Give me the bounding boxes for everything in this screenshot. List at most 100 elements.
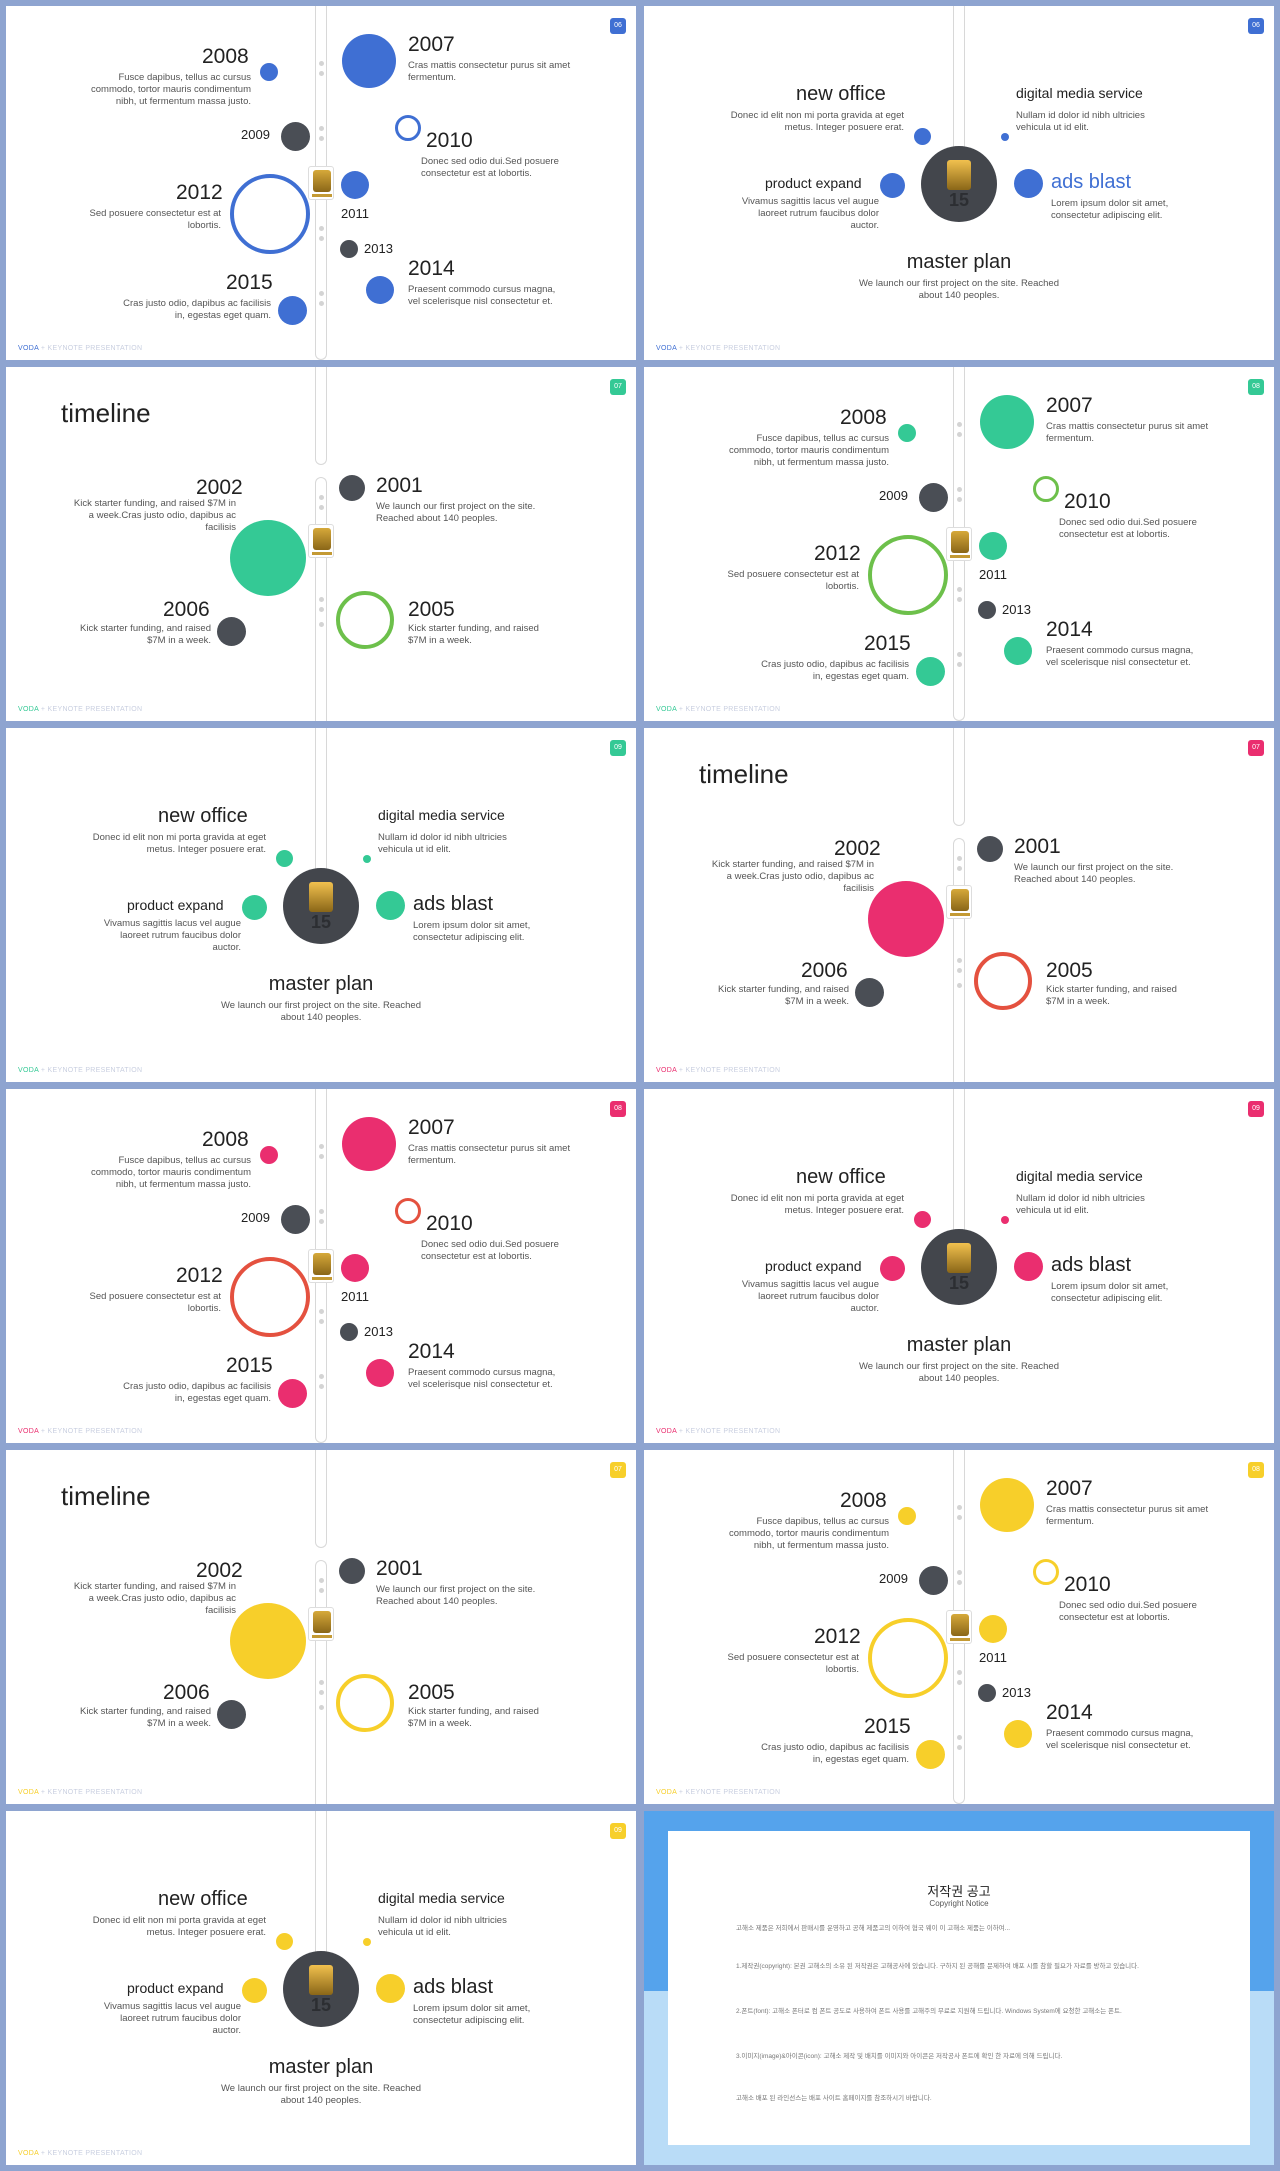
slide-hub[interactable]: 15 new office Donec id elit non mi porta… <box>6 728 636 1082</box>
year-2009: 2009 <box>241 127 270 142</box>
node-ads-blast[interactable] <box>376 891 405 920</box>
marker-2009[interactable] <box>919 483 948 512</box>
hub-center[interactable]: 15 <box>283 868 359 944</box>
marker-2005[interactable] <box>336 591 394 649</box>
hub-track <box>953 6 965 154</box>
heading-product-expand: product expand <box>127 897 224 913</box>
hub-center[interactable]: 15 <box>283 1951 359 2027</box>
node-digital-media[interactable] <box>363 855 371 863</box>
marker-2014[interactable] <box>1004 637 1032 665</box>
marker-2009[interactable] <box>919 1566 948 1595</box>
hub-center[interactable]: 15 <box>921 1229 997 1305</box>
marker-2015[interactable] <box>916 1740 945 1769</box>
slide-hub[interactable]: 15 new office Donec id elit non mi porta… <box>644 6 1274 360</box>
hub-center[interactable]: 15 <box>921 146 997 222</box>
slide-hub[interactable]: 15 new office Donec id elit non mi porta… <box>6 1811 636 2165</box>
marker-2015[interactable] <box>916 657 945 686</box>
marker-2008[interactable] <box>898 424 916 442</box>
marker-2013[interactable] <box>340 1323 358 1341</box>
node-ads-blast[interactable] <box>1014 169 1043 198</box>
marker-2008[interactable] <box>260 63 278 81</box>
year-2015: 2015 <box>864 632 911 655</box>
marker-2006[interactable] <box>855 978 884 1007</box>
node-product-expand[interactable] <box>880 173 905 198</box>
marker-2010[interactable] <box>1033 476 1059 502</box>
marker-2002[interactable] <box>230 520 306 596</box>
node-digital-media[interactable] <box>1001 133 1009 141</box>
slide-timeline-funding[interactable]: timeline 2002 Kick starter funding, and … <box>644 728 1274 1082</box>
marker-2007[interactable] <box>980 1478 1034 1532</box>
desc-master-plan: We launch our first project on the site.… <box>221 2083 421 2106</box>
year-2013: 2013 <box>1002 1685 1031 1700</box>
desc-2010: Donec sed odio dui.Sed posuere consectet… <box>1059 517 1197 540</box>
marker-2012[interactable] <box>868 1618 948 1698</box>
marker-2014[interactable] <box>366 1359 394 1387</box>
marker-2001[interactable] <box>977 836 1003 862</box>
marker-2010[interactable] <box>395 115 421 141</box>
slide-timeline-years[interactable]: 2008 Fusce dapibus, tellus ac cursus com… <box>6 6 636 360</box>
marker-2005[interactable] <box>336 1674 394 1732</box>
marker-2013[interactable] <box>978 1684 996 1702</box>
slide-timeline-funding[interactable]: timeline 2002 Kick starter funding, and … <box>6 1450 636 1804</box>
marker-2001[interactable] <box>339 475 365 501</box>
node-product-expand[interactable] <box>242 895 267 920</box>
heading-master-plan: master plan <box>906 251 1012 273</box>
node-new-office[interactable] <box>276 850 293 867</box>
marker-2010[interactable] <box>1033 1559 1059 1585</box>
slide-timeline-years[interactable]: 2008 Fusce dapibus, tellus ac cursus com… <box>644 367 1274 721</box>
marker-2008[interactable] <box>260 1146 278 1164</box>
marker-2011[interactable] <box>979 1615 1007 1643</box>
slide-copyright-notice[interactable]: 저작권 공고 Copyright Notice 고해소 제품은 저희에서 판매시… <box>644 1811 1274 2165</box>
marker-2007[interactable] <box>980 395 1034 449</box>
node-new-office[interactable] <box>914 128 931 145</box>
marker-2013[interactable] <box>340 240 358 258</box>
marker-2006[interactable] <box>217 1700 246 1729</box>
marker-2012[interactable] <box>230 1257 310 1337</box>
marker-2012[interactable] <box>868 535 948 615</box>
slide-number: 06 <box>1248 18 1264 34</box>
marker-2015[interactable] <box>278 296 307 325</box>
slide-hub[interactable]: 15 new office Donec id elit non mi porta… <box>644 1089 1274 1443</box>
node-product-expand[interactable] <box>880 1256 905 1281</box>
marker-2013[interactable] <box>978 601 996 619</box>
desc-2008: Fusce dapibus, tellus ac cursus commodo,… <box>91 1155 251 1190</box>
node-new-office[interactable] <box>914 1211 931 1228</box>
desc-digital-media: Nullam id dolor id nibh ultricies vehicu… <box>1016 1193 1145 1216</box>
footer: VODA + KEYNOTE PRESENTATION <box>18 2150 143 2157</box>
marker-2009[interactable] <box>281 1205 310 1234</box>
marker-2006[interactable] <box>217 617 246 646</box>
marker-2014[interactable] <box>366 276 394 304</box>
marker-2002[interactable] <box>868 881 944 957</box>
node-digital-media[interactable] <box>363 1938 371 1946</box>
node-product-expand[interactable] <box>242 1978 267 2003</box>
marker-2009[interactable] <box>281 122 310 151</box>
marker-2007[interactable] <box>342 1117 396 1171</box>
marker-2014[interactable] <box>1004 1720 1032 1748</box>
marker-2008[interactable] <box>898 1507 916 1525</box>
slide-timeline-funding[interactable]: timeline 2002 Kick starter funding, and … <box>6 367 636 721</box>
node-new-office[interactable] <box>276 1933 293 1950</box>
node-ads-blast[interactable] <box>376 1974 405 2003</box>
marker-2005[interactable] <box>974 952 1032 1010</box>
marker-2010[interactable] <box>395 1198 421 1224</box>
desc-2012: Sed posuere consectetur est at lobortis. <box>727 569 860 592</box>
marker-2001[interactable] <box>339 1558 365 1584</box>
slide-title: timeline <box>61 398 151 428</box>
slide-timeline-years[interactable]: 2008 Fusce dapibus, tellus ac cursus com… <box>6 1089 636 1443</box>
marker-2002[interactable] <box>230 1603 306 1679</box>
marker-2011[interactable] <box>341 1254 369 1282</box>
marker-2015[interactable] <box>278 1379 307 1408</box>
heading-new-office: new office <box>796 83 886 105</box>
node-digital-media[interactable] <box>1001 1216 1009 1224</box>
node-ads-blast[interactable] <box>1014 1252 1043 1281</box>
year-2012: 2012 <box>814 542 861 565</box>
marker-2012[interactable] <box>230 174 310 254</box>
year-2006: 2006 <box>163 1681 210 1704</box>
desc-2012: Sed posuere consectetur est at lobortis. <box>89 208 222 231</box>
year-2014: 2014 <box>1046 618 1093 641</box>
marker-2007[interactable] <box>342 34 396 88</box>
slide-timeline-years[interactable]: 2008 Fusce dapibus, tellus ac cursus com… <box>644 1450 1274 1804</box>
marker-2011[interactable] <box>979 532 1007 560</box>
marker-2011[interactable] <box>341 171 369 199</box>
notice-card: 저작권 공고 Copyright Notice 고해소 제품은 저희에서 판매시… <box>668 1831 1250 2145</box>
